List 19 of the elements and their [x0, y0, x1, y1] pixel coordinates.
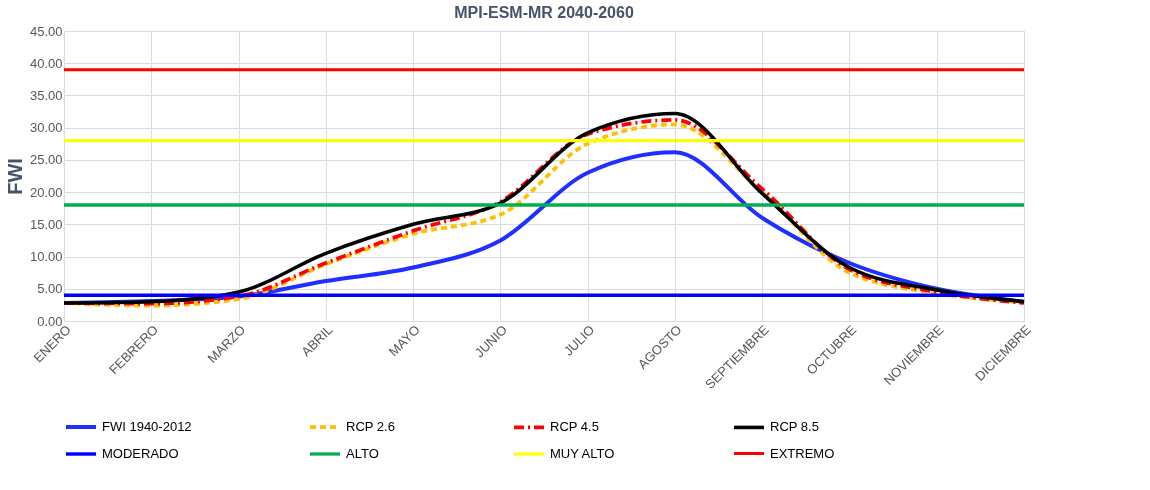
legend-label: ALTO — [346, 446, 379, 461]
y-tick-label: 10.00 — [29, 249, 63, 265]
y-tick-label: 25.00 — [29, 152, 63, 168]
legend-label: RCP 4.5 — [550, 419, 599, 435]
chart-title: MPI-ESM-MR 2040-2060 — [454, 4, 634, 21]
y-tick-label: 30.00 — [29, 120, 63, 136]
y-axis-title: FWI — [3, 158, 26, 195]
legend-label: RCP 8.5 — [770, 419, 819, 435]
y-tick-label: 45.00 — [29, 23, 63, 39]
legend-label: MODERADO — [102, 446, 179, 461]
y-tick-label: 35.00 — [29, 87, 63, 103]
y-tick-label: 40.00 — [29, 55, 63, 71]
legend-label: RCP 2.6 — [346, 419, 395, 435]
y-tick-label: 5.00 — [37, 281, 63, 297]
legend-label: MUY ALTO — [550, 446, 615, 461]
y-tick-label: 15.00 — [29, 216, 63, 232]
y-tick-label: 20.00 — [29, 184, 63, 200]
legend-label: EXTREMO — [770, 445, 835, 461]
legend-label: FWI 1940-2012 — [102, 419, 192, 434]
